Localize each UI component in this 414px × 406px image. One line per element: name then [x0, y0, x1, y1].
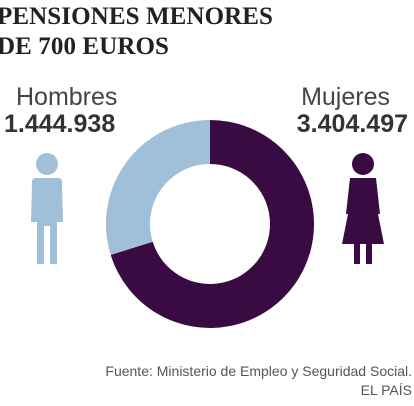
source-note: Fuente: Ministerio de Empleo y Seguridad…	[105, 362, 412, 400]
woman-icon	[342, 153, 384, 264]
man-icon-head	[36, 153, 58, 175]
donut-slice-mujeres	[110, 120, 314, 328]
donut-slice-hombres	[105, 120, 210, 255]
mujeres-value: 3.404.497	[296, 110, 408, 138]
credit-text: EL PAÍS	[360, 382, 412, 398]
donut-chart	[105, 120, 314, 328]
chart-title-line-2: DE 700 EUROS	[0, 33, 170, 60]
man-icon-body	[31, 178, 63, 264]
woman-icon-head	[352, 153, 374, 175]
chart-title-line-1: PENSIONES MENORES	[0, 3, 274, 30]
mujeres-label: Mujeres	[301, 83, 390, 111]
chart-title: PENSIONES MENORES DE 700 EUROS	[0, 2, 317, 62]
hombres-value: 1.444.938	[4, 110, 116, 138]
hombres-label: Hombres	[16, 83, 118, 111]
source-text: Fuente: Ministerio de Empleo y Seguridad…	[105, 363, 412, 379]
woman-icon-body	[342, 178, 384, 264]
man-icon	[31, 153, 63, 264]
